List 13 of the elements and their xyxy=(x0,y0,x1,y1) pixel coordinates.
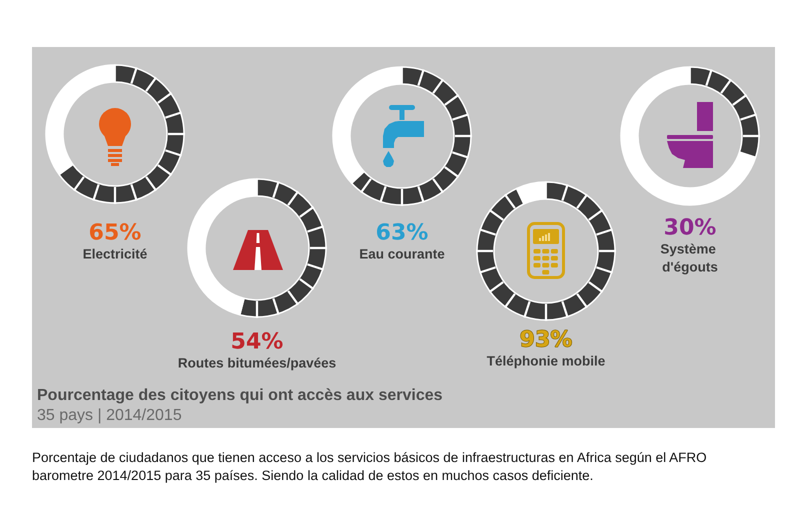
text: 93% xyxy=(520,328,572,352)
text: 63% xyxy=(376,220,428,246)
text: 65% xyxy=(88,220,142,246)
text: Porcentaje de ciudadanos que tienen acceso a los servicios básicos de infraestructuras en Africa según el AFRO barometre 2014/2015 para 35 países. Siendo la calidad de estos en muchos casos deficiente. xyxy=(32,449,708,485)
text: 35 pays | 2014/2015 xyxy=(37,406,183,426)
text: Pourcentage des citoyens qui ont accès aux services xyxy=(37,386,444,406)
text: Eau courante xyxy=(359,246,446,262)
text: Electricité xyxy=(82,246,148,262)
text: Téléphonie mobile xyxy=(486,354,606,368)
text: Routes bitumées/pavées xyxy=(178,356,336,370)
text: 30% xyxy=(664,216,716,240)
text: 54% xyxy=(230,330,284,354)
text: Système d'égouts xyxy=(660,242,720,274)
